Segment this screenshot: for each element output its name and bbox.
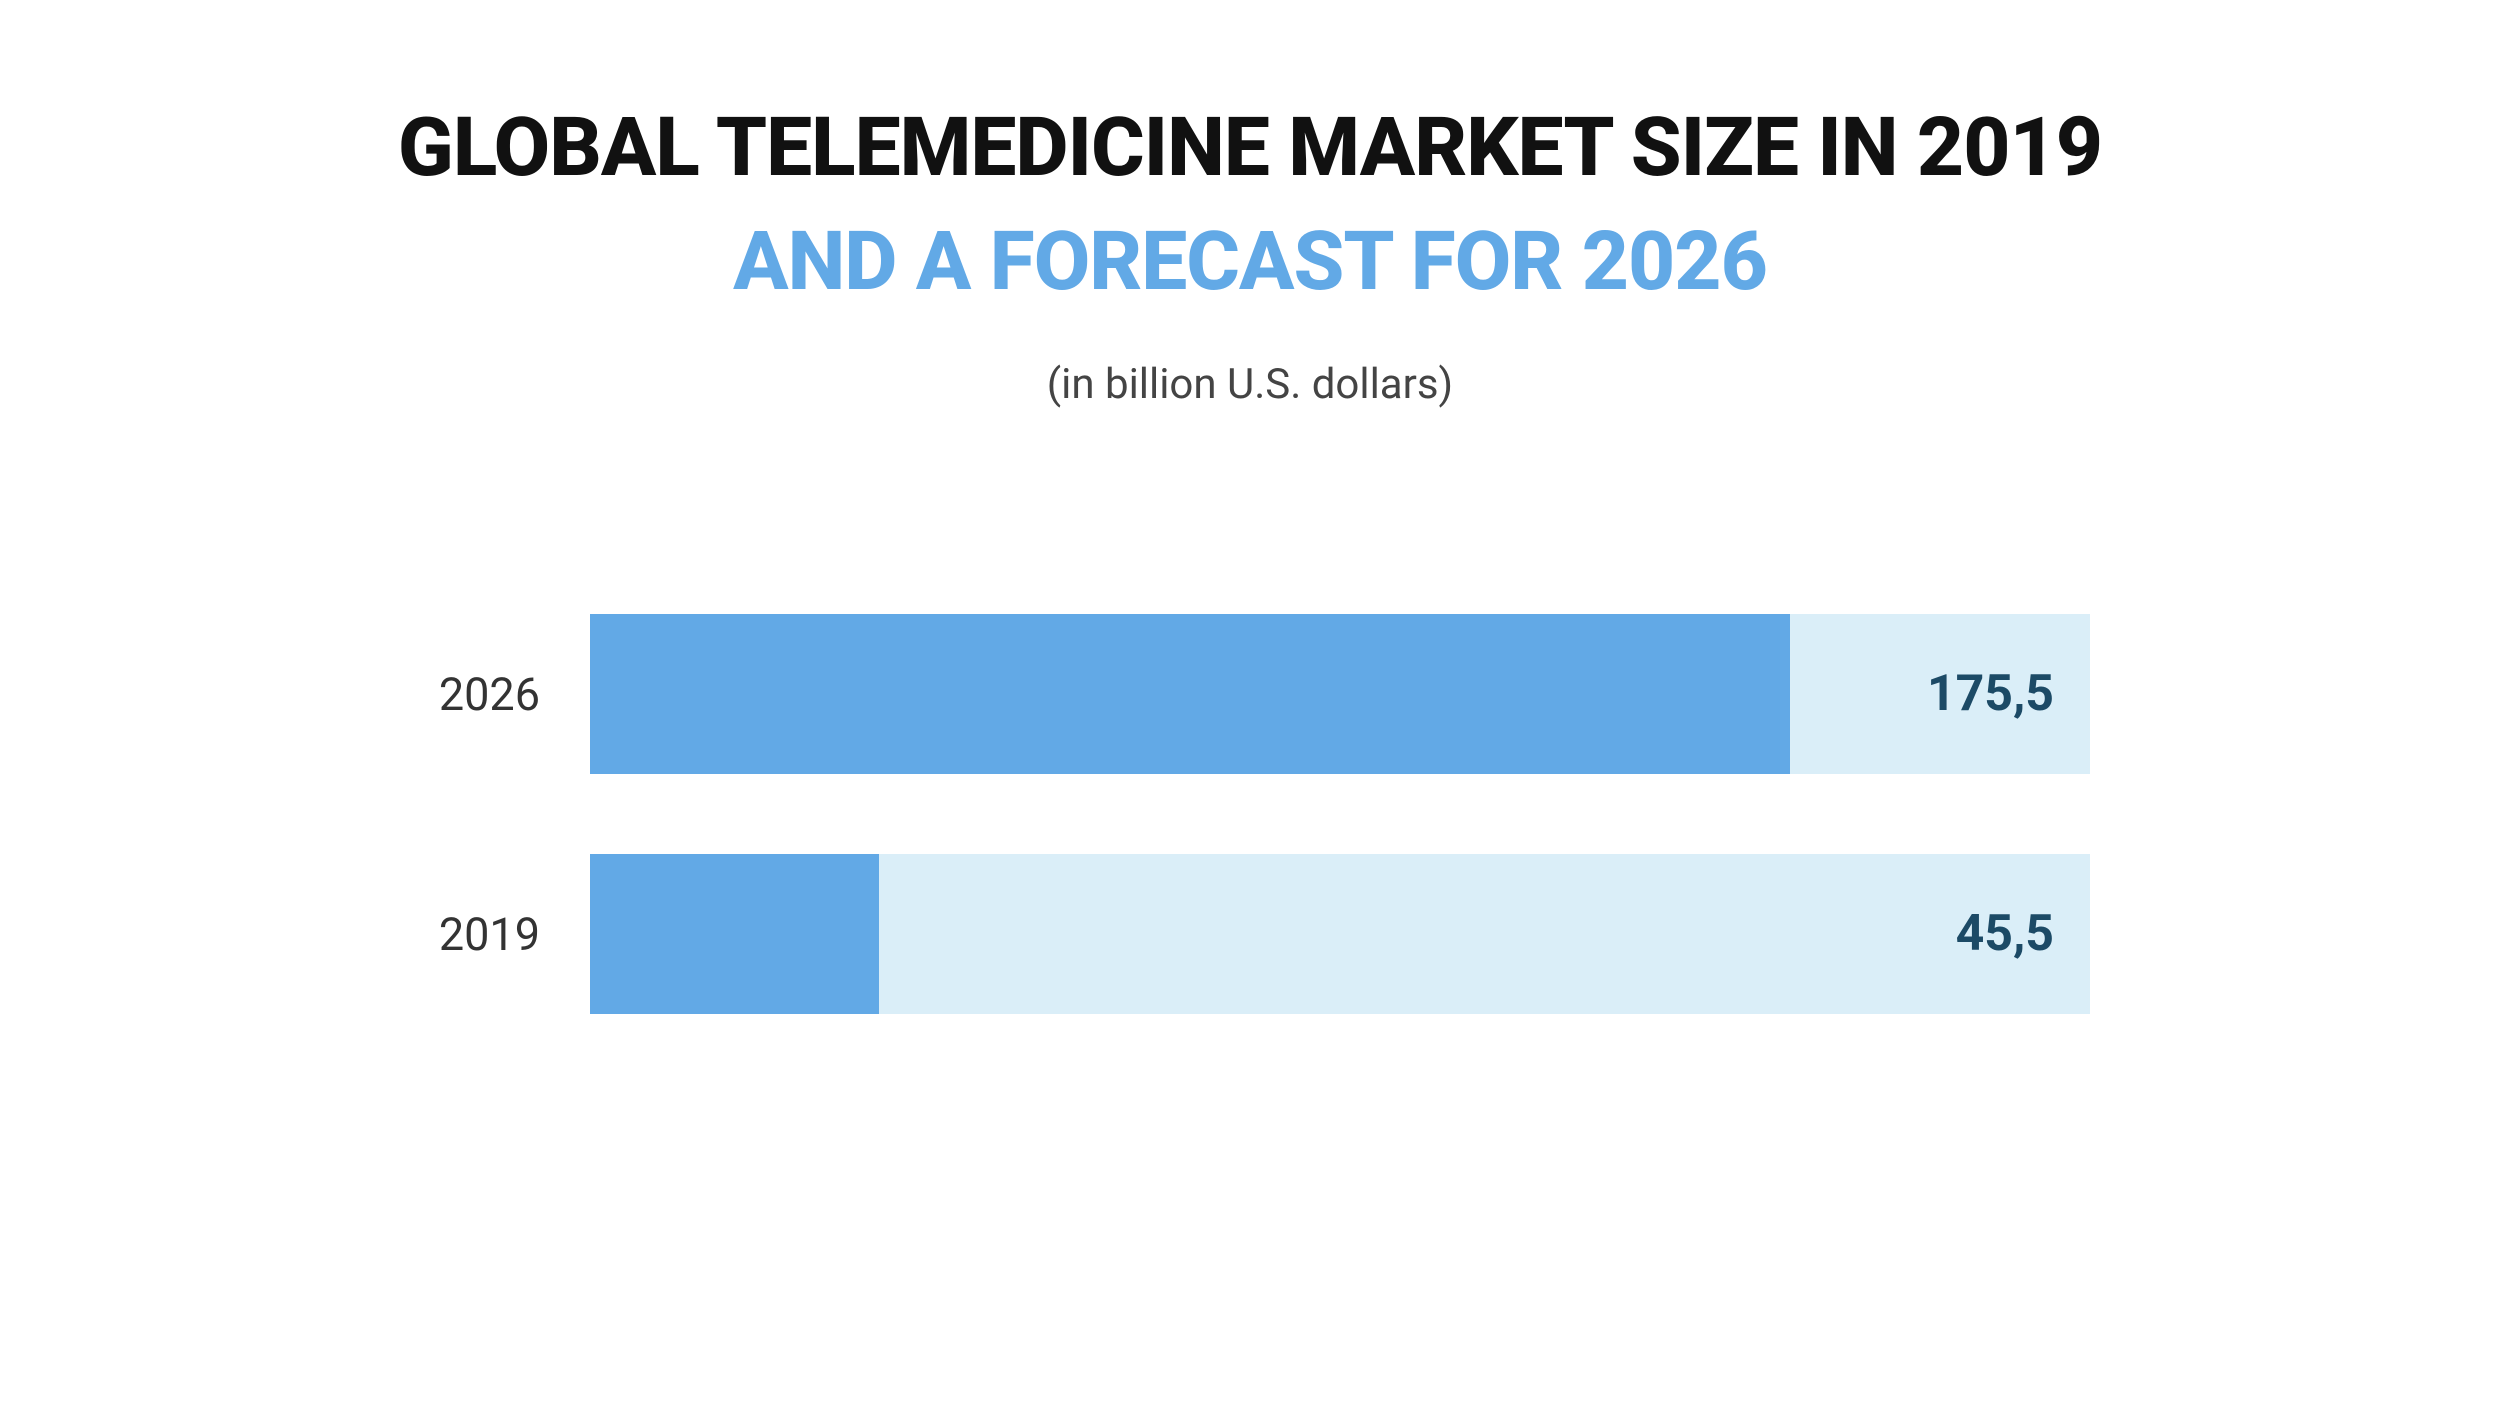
title-line1: GLOBAL TELEMEDICINE MARKET SIZE IN 2019 (398, 100, 2102, 196)
bar-label-2026: 2026 (410, 668, 590, 721)
chart-area: 2026 175,5 2019 45,5 (410, 614, 2090, 1014)
bar-row-2019: 2019 45,5 (410, 854, 2090, 1014)
bar-value-2026: 175,5 (1927, 665, 2054, 723)
chart-container: GLOBAL TELEMEDICINE MARKET SIZE IN 2019 … (0, 0, 2500, 1406)
bar-fill-2019 (590, 854, 879, 1014)
bar-label-2019: 2019 (410, 908, 590, 961)
title-line2: AND A FORECAST FOR 2026 (733, 214, 1767, 310)
bar-value-2019: 45,5 (1956, 905, 2054, 963)
bar-fill-2026 (590, 614, 1790, 774)
bar-row-2026: 2026 175,5 (410, 614, 2090, 774)
subtitle: (in billion U.S. dollars) (1047, 360, 1453, 409)
bar-track-2019: 45,5 (590, 854, 2090, 1014)
bar-track-2026: 175,5 (590, 614, 2090, 774)
